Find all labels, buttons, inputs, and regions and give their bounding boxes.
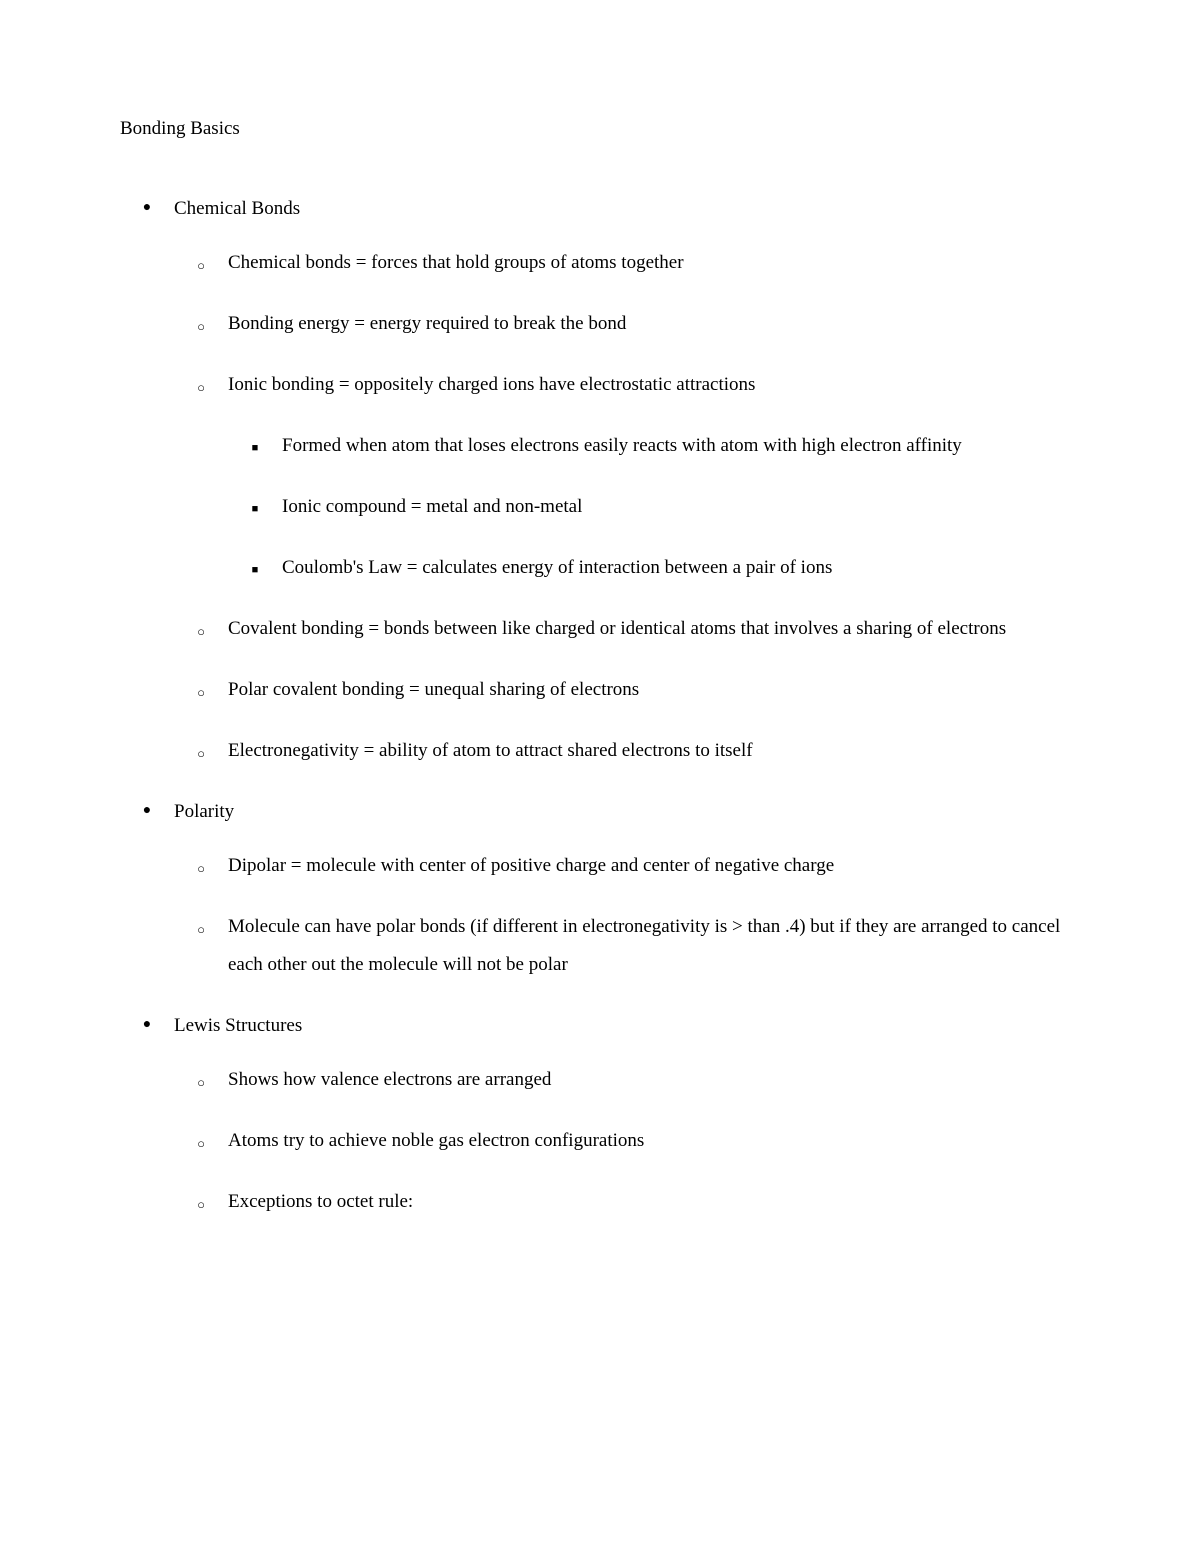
list-row: ○Bonding energy = energy required to bre… [174,313,1080,342]
list-item: ○Molecule can have polar bonds (if diffe… [174,916,1080,982]
list-level-2: ○Shows how valence electrons are arrange… [120,1069,1080,1220]
list-item: ●Chemical Bonds○Chemical bonds = forces … [120,198,1080,769]
bullet-circle-icon: ○ [174,253,228,278]
bullet-circle-icon: ○ [174,741,228,766]
bullet-circle-icon: ○ [174,680,228,705]
list-item: ○Polar covalent bonding = unequal sharin… [174,679,1080,708]
bullet-circle-icon: ○ [174,1192,228,1217]
list-row: ●Chemical Bonds [120,198,1080,220]
list-row: ○Covalent bonding = bonds between like c… [174,618,1080,647]
list-row: ○Electronegativity = ability of atom to … [174,740,1080,769]
list-row: ■Coulomb's Law = calculates energy of in… [228,557,1080,586]
list-item: ○Bonding energy = energy required to bre… [174,313,1080,342]
list-item: ○Ionic bonding = oppositely charged ions… [174,374,1080,586]
list-item: ■Coulomb's Law = calculates energy of in… [228,557,1080,586]
bullet-circle-icon: ○ [174,314,228,339]
list-item-text: Electronegativity = ability of atom to a… [228,732,1080,769]
list-item-text: Shows how valence electrons are arranged [228,1061,1080,1098]
list-item: ●Polarity○Dipolar = molecule with center… [120,801,1080,982]
list-item: ○Chemical bonds = forces that hold group… [174,252,1080,281]
list-item-text: Polarity [174,801,1080,823]
bullet-circle-icon: ○ [174,917,228,942]
bullet-square-icon: ■ [228,499,282,520]
list-item-text: Dipolar = molecule with center of positi… [228,847,1080,884]
list-item: ○Electronegativity = ability of atom to … [174,740,1080,769]
list-level-2: ○Chemical bonds = forces that hold group… [120,252,1080,769]
list-item-text: Formed when atom that loses electrons ea… [282,427,1080,464]
list-item: ■Formed when atom that loses electrons e… [228,435,1080,464]
outline-root: ●Chemical Bonds○Chemical bonds = forces … [120,198,1080,1220]
list-row: ○Polar covalent bonding = unequal sharin… [174,679,1080,708]
list-item-text: Chemical Bonds [174,198,1080,220]
list-row: ○Shows how valence electrons are arrange… [174,1069,1080,1098]
list-item-text: Coulomb's Law = calculates energy of int… [282,549,1080,586]
list-item-text: Atoms try to achieve noble gas electron … [228,1122,1080,1159]
document-page: Bonding Basics ●Chemical Bonds○Chemical … [0,0,1200,1553]
bullet-circle-icon: ○ [174,619,228,644]
list-row: ■Ionic compound = metal and non-metal [228,496,1080,525]
bullet-circle-icon: ○ [174,856,228,881]
bullet-square-icon: ■ [228,560,282,581]
list-item: ■Ionic compound = metal and non-metal [228,496,1080,525]
bullet-circle-icon: ○ [174,375,228,400]
page-title: Bonding Basics [120,118,1080,140]
list-row: ○Ionic bonding = oppositely charged ions… [174,374,1080,403]
list-row: ○Dipolar = molecule with center of posit… [174,855,1080,884]
list-row: ○Molecule can have polar bonds (if diffe… [174,916,1080,982]
list-item: ○Exceptions to octet rule: [174,1191,1080,1220]
bullet-circle-icon: ○ [174,1070,228,1095]
bullet-circle-icon: ○ [174,1131,228,1156]
bullet-disc-icon: ● [120,1017,174,1033]
list-item-text: Covalent bonding = bonds between like ch… [228,610,1080,647]
list-row: ●Polarity [120,801,1080,823]
bullet-disc-icon: ● [120,803,174,819]
list-item-text: Polar covalent bonding = unequal sharing… [228,671,1080,708]
list-item: ○Covalent bonding = bonds between like c… [174,618,1080,647]
list-row: ○Chemical bonds = forces that hold group… [174,252,1080,281]
list-item-text: Ionic compound = metal and non-metal [282,488,1080,525]
list-item: ●Lewis Structures○Shows how valence elec… [120,1015,1080,1220]
list-item-text: Chemical bonds = forces that hold groups… [228,244,1080,281]
list-level-3: ■Formed when atom that loses electrons e… [174,435,1080,586]
list-item-text: Exceptions to octet rule: [228,1183,1080,1220]
list-item-text: Ionic bonding = oppositely charged ions … [228,366,1080,403]
list-row: ○Exceptions to octet rule: [174,1191,1080,1220]
bullet-square-icon: ■ [228,438,282,459]
list-row: ○Atoms try to achieve noble gas electron… [174,1130,1080,1159]
list-row: ●Lewis Structures [120,1015,1080,1037]
list-item: ○Shows how valence electrons are arrange… [174,1069,1080,1098]
list-item: ○Atoms try to achieve noble gas electron… [174,1130,1080,1159]
bullet-disc-icon: ● [120,200,174,216]
list-item-text: Lewis Structures [174,1015,1080,1037]
list-level-2: ○Dipolar = molecule with center of posit… [120,855,1080,982]
list-item: ○Dipolar = molecule with center of posit… [174,855,1080,884]
list-row: ■Formed when atom that loses electrons e… [228,435,1080,464]
list-item-text: Bonding energy = energy required to brea… [228,305,1080,342]
list-item-text: Molecule can have polar bonds (if differ… [228,908,1080,982]
